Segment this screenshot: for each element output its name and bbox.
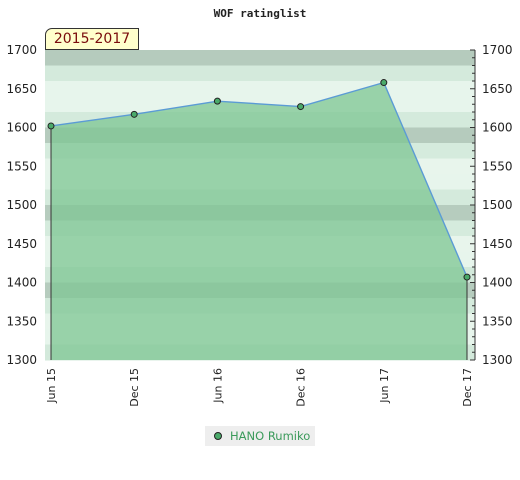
y-tick-label-right: 1350 <box>482 314 513 328</box>
band <box>45 50 475 66</box>
band <box>45 81 475 97</box>
legend-marker-icon <box>214 432 222 440</box>
data-point <box>130 110 138 118</box>
period-badge: 2015-2017 <box>45 28 139 50</box>
y-tick-label-left: 1350 <box>6 314 37 328</box>
x-tick-label: Jun 16 <box>211 368 224 404</box>
y-tick-label-right: 1400 <box>482 276 513 290</box>
data-points <box>47 79 471 281</box>
y-tick-label-left: 1600 <box>6 121 37 135</box>
series-line <box>50 81 468 278</box>
y-axis-right: 1300 1350 1400 1450 1500 1550 1600 1650 1700 <box>470 43 513 367</box>
y-tick-label-left: 1700 <box>6 43 37 57</box>
data-point <box>380 79 388 87</box>
data-point <box>213 97 221 105</box>
x-axis: Jun 15 Dec 15 Jun 16 Dec 16 Jun 17 Dec 17 <box>45 368 474 407</box>
y-tick-label-right: 1550 <box>482 159 513 173</box>
x-tick-label: Dec 17 <box>461 368 474 407</box>
y-tick-label-left: 1400 <box>6 276 37 290</box>
y-tick-label-left: 1450 <box>6 237 37 251</box>
chart-title: WOF ratinglist <box>214 7 307 20</box>
data-point <box>463 273 471 281</box>
data-point <box>47 122 55 130</box>
y-tick-label-right: 1600 <box>482 121 513 135</box>
y-tick-label-right: 1300 <box>482 353 513 367</box>
data-point <box>297 103 305 111</box>
y-tick-label-right: 1500 <box>482 198 513 212</box>
y-tick-label-left: 1550 <box>6 159 37 173</box>
y-tick-label-right: 1650 <box>482 82 513 96</box>
x-tick-label: Dec 16 <box>295 368 308 407</box>
series-area <box>51 82 467 361</box>
y-tick-label-left: 1650 <box>6 82 37 96</box>
y-tick-label-right: 1700 <box>482 43 513 57</box>
y-tick-label-left: 1500 <box>6 198 37 212</box>
area-layer <box>50 81 468 361</box>
legend[interactable]: HANO Rumiko <box>205 426 315 446</box>
y-tick-label-right: 1450 <box>482 237 513 251</box>
x-tick-label: Jun 15 <box>45 368 58 404</box>
legend-label: HANO Rumiko <box>230 429 311 443</box>
y-tick-label-left: 1300 <box>6 353 37 367</box>
x-tick-label: Jun 17 <box>378 368 391 404</box>
x-tick-label: Dec 15 <box>128 368 141 407</box>
band <box>45 65 475 82</box>
y-axis-left: 1300 1350 1400 1450 1500 1550 1600 1650 1700 <box>6 43 37 367</box>
